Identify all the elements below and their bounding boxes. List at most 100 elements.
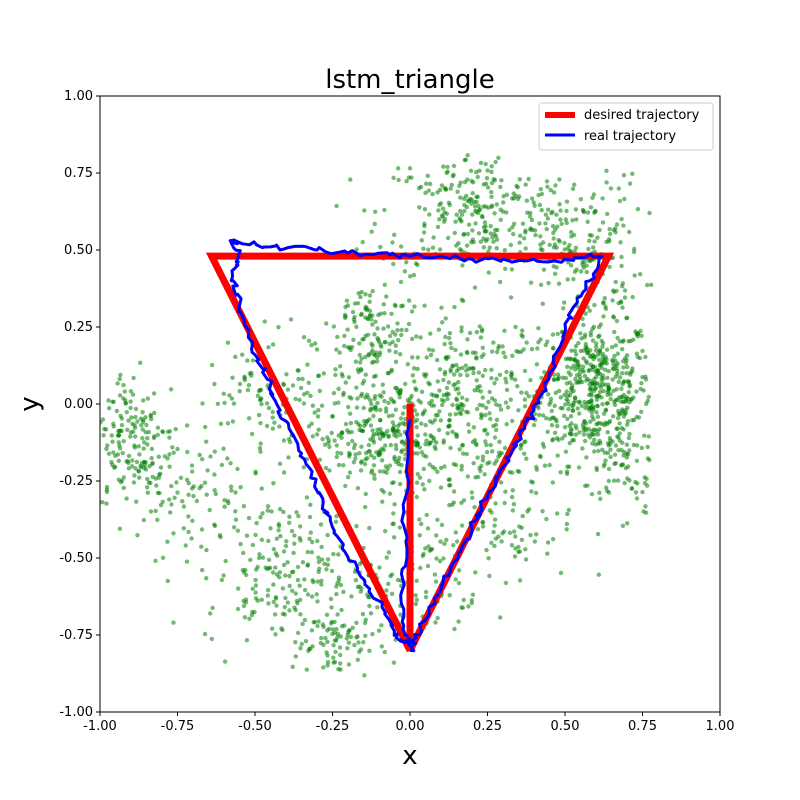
scatter-point	[222, 504, 227, 509]
scatter-point	[281, 470, 287, 475]
scatter-point	[270, 426, 276, 431]
scatter-point	[419, 389, 425, 394]
scatter-point	[523, 182, 528, 187]
scatter-point	[471, 239, 476, 245]
scatter-point	[309, 594, 315, 599]
scatter-point	[369, 229, 374, 234]
scatter-point	[396, 338, 401, 343]
scatter-point	[605, 400, 610, 406]
scatter-point	[583, 483, 588, 488]
scatter-point	[413, 593, 418, 598]
scatter-point	[370, 434, 376, 439]
scatter-point	[133, 414, 138, 420]
scatter-point	[639, 445, 644, 451]
scatter-point	[504, 422, 509, 427]
scatter-point	[388, 573, 393, 579]
scatter-point	[148, 412, 153, 418]
scatter-point	[461, 498, 467, 503]
scatter-point	[592, 449, 597, 454]
scatter-point	[399, 449, 404, 455]
scatter-point	[623, 410, 628, 416]
scatter-point	[363, 450, 369, 456]
scatter-point	[391, 423, 397, 429]
scatter-point	[501, 529, 507, 534]
scatter-point	[597, 490, 602, 495]
scatter-point	[525, 210, 530, 215]
scatter-point	[358, 589, 363, 594]
scatter-point	[638, 272, 643, 277]
scatter-point	[141, 517, 147, 523]
scatter-point	[212, 472, 217, 477]
scatter-point	[532, 203, 537, 208]
scatter-point	[428, 181, 433, 187]
scatter-point	[604, 485, 609, 490]
scatter-point	[212, 522, 217, 527]
scatter-point	[410, 355, 415, 360]
scatter-point	[483, 439, 488, 444]
scatter-point	[430, 348, 436, 353]
scatter-point	[528, 280, 534, 285]
scatter-point	[298, 524, 303, 529]
scatter-point	[594, 341, 599, 346]
scatter-point	[479, 412, 484, 417]
scatter-point	[465, 373, 470, 378]
scatter-point	[199, 544, 204, 549]
scatter-point	[478, 335, 484, 340]
scatter-point	[488, 231, 493, 236]
scatter-point	[399, 332, 404, 338]
scatter-point	[570, 186, 576, 191]
scatter-point	[315, 623, 320, 629]
scatter-point	[569, 432, 574, 437]
scatter-point	[338, 364, 343, 369]
scatter-point	[426, 442, 431, 447]
scatter-point	[399, 244, 404, 249]
scatter-point	[522, 440, 527, 445]
scatter-point	[279, 626, 284, 631]
scatter-point	[538, 246, 544, 252]
scatter-point	[437, 409, 442, 414]
scatter-point	[591, 417, 596, 422]
scatter-point	[499, 450, 504, 456]
scatter-point	[307, 514, 313, 520]
scatter-point	[490, 349, 495, 354]
scatter-point	[451, 500, 456, 505]
scatter-point	[516, 408, 521, 413]
scatter-point	[532, 539, 538, 544]
scatter-point	[310, 403, 316, 408]
scatter-point	[313, 341, 318, 346]
scatter-point	[119, 416, 125, 421]
scatter-point	[480, 520, 485, 525]
scatter-point	[186, 481, 191, 486]
scatter-point	[289, 528, 295, 534]
scatter-point	[385, 428, 390, 434]
scatter-point	[325, 639, 330, 645]
scatter-point	[352, 314, 357, 320]
scatter-point	[448, 341, 453, 346]
scatter-point	[378, 436, 383, 441]
scatter-point	[600, 196, 605, 201]
scatter-point	[426, 544, 431, 549]
scatter-point	[250, 586, 255, 591]
scatter-point	[492, 543, 497, 549]
scatter-point	[276, 528, 281, 533]
scatter-point	[319, 578, 324, 583]
scatter-point	[453, 412, 458, 417]
scatter-point	[381, 302, 386, 307]
scatter-point	[100, 500, 105, 505]
scatter-point	[569, 386, 574, 391]
scatter-point	[359, 368, 364, 373]
scatter-point	[503, 266, 508, 271]
scatter-point	[438, 485, 444, 490]
scatter-point	[218, 421, 224, 426]
scatter-point	[184, 423, 190, 428]
scatter-point	[546, 392, 551, 397]
scatter-point	[397, 481, 403, 487]
scatter-point	[621, 173, 627, 178]
scatter-point	[526, 507, 532, 512]
scatter-point	[180, 499, 185, 504]
scatter-point	[346, 375, 352, 380]
scatter-point	[133, 406, 139, 412]
scatter-point	[596, 572, 601, 577]
scatter-point	[510, 225, 515, 230]
scatter-point	[404, 179, 409, 184]
